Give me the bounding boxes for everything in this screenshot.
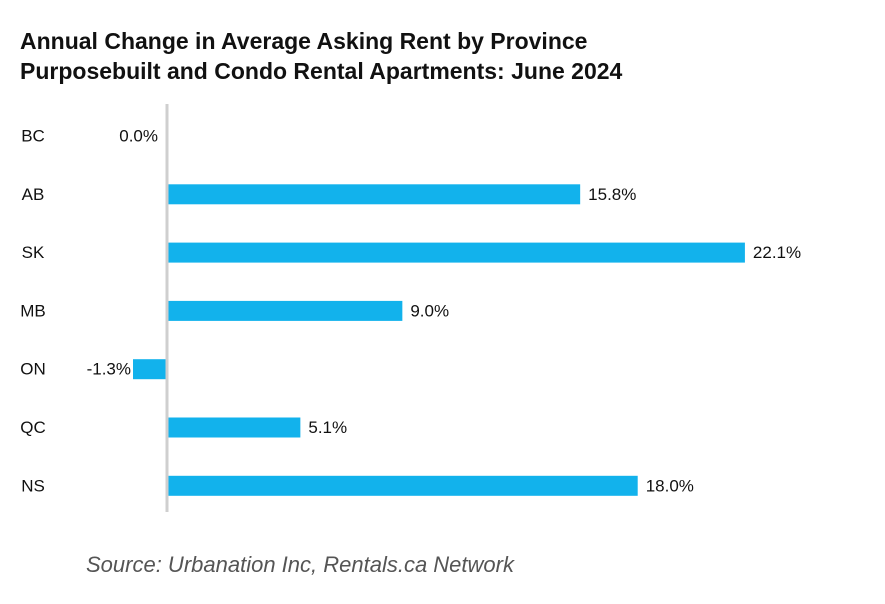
chart-subtitle: Purposebuilt and Condo Rental Apartments… — [20, 58, 623, 84]
category-label-sk: SK — [22, 243, 45, 262]
bar-ab — [167, 184, 581, 205]
data-label-bc: 0.0% — [119, 127, 158, 146]
category-label-bc: BC — [21, 127, 45, 146]
category-label-ns: NS — [21, 476, 45, 495]
bar-on — [133, 359, 167, 380]
bar-qc — [167, 417, 301, 438]
bar-ns — [167, 475, 638, 496]
category-label-ab: AB — [22, 185, 45, 204]
data-label-ns: 18.0% — [646, 476, 694, 495]
data-label-sk: 22.1% — [753, 243, 801, 262]
chart-title: Annual Change in Average Asking Rent by … — [20, 28, 588, 54]
data-label-on: -1.3% — [87, 360, 131, 379]
data-label-mb: 9.0% — [410, 301, 449, 320]
category-label-mb: MB — [20, 301, 46, 320]
chart-title-block: Annual Change in Average Asking Rent by … — [20, 26, 622, 86]
category-label-on: ON — [20, 360, 46, 379]
bar-mb — [167, 300, 403, 321]
data-label-qc: 5.1% — [308, 418, 347, 437]
bar-sk — [167, 242, 745, 263]
source-note: Source: Urbanation Inc, Rentals.ca Netwo… — [86, 552, 514, 577]
data-label-ab: 15.8% — [588, 185, 636, 204]
category-label-qc: QC — [20, 418, 46, 437]
